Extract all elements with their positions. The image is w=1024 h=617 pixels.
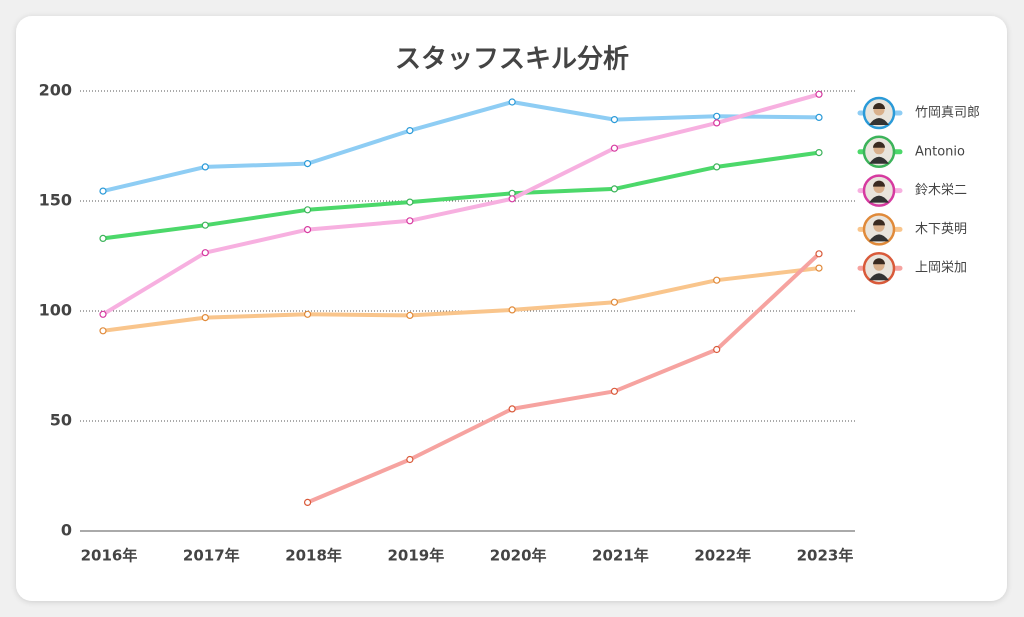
x-tick-label: 2023年 [797,547,854,565]
series-line [102,150,820,241]
data-point [508,98,516,106]
y-tick-label: 100 [39,301,72,320]
x-tick-label: 2018年 [285,547,342,565]
avatar-hair [873,180,885,187]
data-point [406,217,414,225]
y-tick-label: 0 [61,521,72,540]
x-tick-label: 2020年 [490,547,547,565]
x-tick-label: 2021年 [592,547,649,565]
data-point [508,405,516,413]
data-point [815,149,823,157]
legend-item: 竹岡真司郎 [857,96,980,130]
legend-label: 上岡栄加 [915,261,967,276]
legend-label: 木下英明 [915,222,967,237]
data-point [201,163,209,171]
legend-label: Antonio [915,144,965,159]
data-point [406,127,414,135]
legend-item: 上岡栄加 [857,251,967,285]
data-point [815,90,823,98]
data-point [303,206,312,214]
legend-label: 鈴木栄二 [915,183,967,198]
avatar-body [869,156,889,164]
data-point [99,187,107,195]
data-point [201,221,209,229]
y-tick-label: 50 [50,411,72,430]
avatar-hair [873,103,885,109]
series-line [102,100,820,194]
y-tick-label: 150 [39,191,72,210]
avatar-body [869,234,889,242]
data-point [610,298,619,306]
data-point [508,195,516,203]
avatar-hair [873,258,885,265]
x-tick-label: 2022年 [694,547,751,565]
data-point [815,113,823,122]
data-point [303,310,312,318]
data-point [99,327,107,335]
y-tick-label: 200 [39,81,72,100]
data-point [713,276,721,284]
avatar-hair [873,141,885,148]
legend-item: Antonio [857,135,965,169]
data-point [815,264,823,272]
avatar-body [869,273,889,281]
data-point [713,119,721,127]
data-point [610,144,619,152]
data-point [303,226,312,234]
avatar-body [869,118,889,125]
legend-label: 竹岡真司郎 [915,106,980,121]
data-point [201,314,209,322]
data-point [303,498,312,506]
legend-item: 木下英明 [857,213,967,246]
data-point [406,198,414,206]
data-point [610,185,619,193]
x-tick-label: 2019年 [387,547,444,565]
series-line [102,266,820,333]
data-point [610,387,619,395]
data-point [406,311,414,319]
series-line [306,252,821,505]
data-point [99,234,107,242]
avatar-hair [873,219,885,226]
legend-item: 鈴木栄二 [857,174,967,207]
chart-title: スタッフスキル分析 [395,45,629,75]
data-point [713,163,721,171]
series-line [101,92,820,317]
data-point [815,250,823,258]
data-point [610,115,619,124]
data-point [713,112,721,120]
data-point [508,306,516,314]
data-point [406,455,414,464]
data-point [303,160,312,168]
data-point [201,249,209,257]
x-tick-label: 2016年 [81,547,138,565]
data-point [713,345,721,354]
data-point [99,310,107,318]
avatar-body [869,195,889,203]
x-tick-label: 2017年 [183,547,240,565]
